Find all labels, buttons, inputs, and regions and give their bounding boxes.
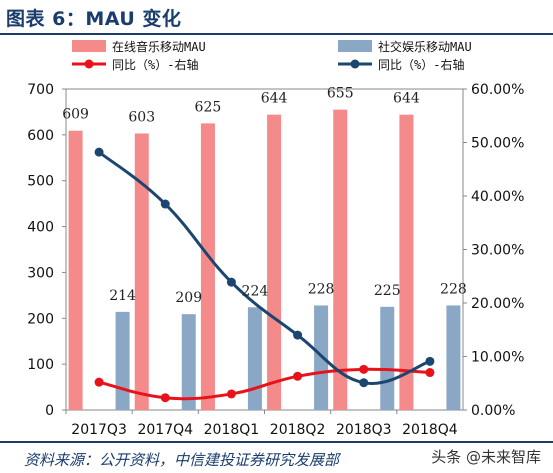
line-point	[94, 377, 104, 387]
line-point	[226, 389, 236, 399]
bottom-rule	[0, 441, 553, 443]
x-axis-label: 2017Q3	[71, 422, 127, 438]
data-label: 644	[261, 91, 288, 107]
bar-music	[399, 114, 414, 411]
right-axis-label: 10.00%	[471, 350, 524, 366]
data-label: 603	[128, 109, 155, 125]
line-point	[359, 364, 369, 374]
line-point	[293, 371, 303, 381]
axes-group: 0 100 200 300 400 500 600 700 0.00% 10.00% 20.00% 3…	[27, 82, 524, 438]
bars-group	[68, 109, 461, 411]
line-point	[226, 277, 236, 287]
bar-social	[314, 305, 329, 410]
bar-social	[247, 307, 262, 410]
line-music-yoy	[98, 367, 430, 401]
x-axis-label: 2018Q2	[270, 422, 326, 438]
data-label: 209	[175, 290, 202, 306]
bar-music	[68, 130, 83, 411]
line-point	[425, 368, 435, 378]
page-title: 图表 6：MAU 变化	[6, 8, 182, 30]
data-label: 655	[327, 86, 354, 102]
right-axis-label: 20.00%	[471, 296, 524, 312]
line-point	[94, 147, 104, 157]
bar-social	[446, 305, 461, 410]
data-labels-group: 609 603 625 644 655 644 214 209 224 228 225 228	[62, 86, 467, 307]
legend-swatch-bar	[72, 40, 106, 52]
data-label: 224	[242, 283, 269, 299]
line-point	[359, 378, 369, 388]
x-axis-label: 2018Q1	[204, 422, 260, 438]
right-axis-label: 40.00%	[471, 189, 524, 205]
bar-social	[115, 311, 130, 410]
legend-label: 同比（%）-右轴	[112, 57, 198, 72]
legend-swatch-bar	[338, 40, 372, 52]
legend-label: 社交娱乐移动MAU	[378, 39, 472, 54]
source-note: 资料来源：公开资料，中信建投证券研究发展部	[24, 451, 340, 469]
data-label: 228	[308, 281, 335, 297]
right-axis-label: 0.00%	[471, 403, 515, 419]
line-point	[293, 330, 303, 340]
data-label: 625	[195, 99, 222, 115]
bar-social	[181, 314, 196, 410]
legend-label: 同比（%）-右轴	[378, 57, 464, 72]
data-label: 214	[109, 288, 136, 304]
bar-music	[267, 114, 282, 411]
left-axis-label: 700	[27, 82, 54, 98]
legend-swatch-marker	[350, 59, 360, 69]
bar-music	[333, 109, 348, 410]
bar-music	[134, 133, 149, 410]
legend-label: 在线音乐移动MAU	[112, 39, 206, 54]
left-axis-label: 400	[27, 220, 54, 236]
legend-swatch-marker	[84, 59, 94, 69]
data-label: 225	[374, 283, 401, 299]
line-point	[425, 356, 435, 366]
mau-chart: 609 603 625 644 655 644 214 209 224 228 225 228 0 10…	[27, 39, 524, 438]
data-label: 644	[393, 91, 420, 107]
line-point	[160, 199, 170, 209]
lines-group	[94, 147, 435, 403]
left-axis-label: 500	[27, 174, 54, 190]
right-axis-label: 30.00%	[471, 243, 524, 259]
left-axis-label: 600	[27, 128, 54, 144]
left-axis-label: 200	[27, 311, 54, 327]
bar-social	[380, 306, 395, 410]
bar-music	[200, 123, 215, 411]
line-point	[160, 393, 170, 403]
left-axis-label: 100	[27, 357, 54, 373]
watermark: 头条 @未来智库	[429, 445, 543, 468]
left-axis-label: 0	[45, 403, 54, 419]
right-axis-label: 60.00%	[471, 82, 524, 98]
left-axis-label: 300	[27, 265, 54, 281]
data-label: 609	[62, 107, 89, 123]
data-label: 228	[440, 281, 467, 297]
x-axis-label: 2018Q4	[402, 422, 458, 438]
legend: 在线音乐移动MAU 社交娱乐移动MAU 同比（%）-右轴 同比（%）-右轴	[72, 39, 472, 72]
title-rule	[0, 33, 553, 35]
x-axis-label: 2017Q4	[137, 422, 193, 438]
right-axis-label: 50.00%	[471, 136, 524, 152]
x-axis-label: 2018Q3	[336, 422, 392, 438]
